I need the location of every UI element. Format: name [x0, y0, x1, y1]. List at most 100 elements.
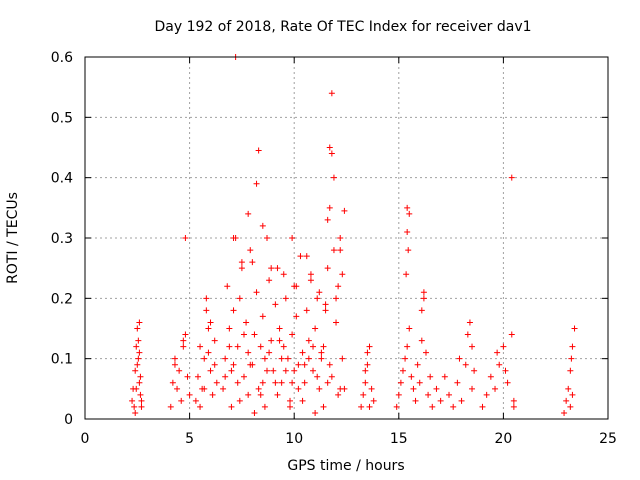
- data-point: [274, 391, 281, 398]
- data-point: [134, 325, 141, 332]
- data-point: [293, 283, 300, 290]
- y-tick-label: 0.1: [51, 352, 73, 368]
- data-point: [245, 210, 252, 217]
- data-point: [420, 289, 427, 296]
- data-point: [266, 277, 273, 284]
- data-point: [337, 247, 344, 254]
- data-point: [274, 265, 281, 272]
- data-point: [569, 391, 576, 398]
- y-tick-label: 0.3: [51, 231, 73, 247]
- data-point: [184, 373, 191, 380]
- data-point: [180, 337, 187, 344]
- data-point: [335, 283, 342, 290]
- chart-title: Day 192 of 2018, Rate Of TEC Index for r…: [154, 19, 531, 35]
- data-point: [136, 319, 143, 326]
- plot-frame: [84, 56, 609, 420]
- data-point: [259, 313, 266, 320]
- data-point: [328, 90, 335, 97]
- data-point: [213, 379, 220, 386]
- data-point: [420, 295, 427, 302]
- data-point: [171, 355, 178, 362]
- data-point: [257, 343, 264, 350]
- data-point: [228, 403, 235, 410]
- data-point: [222, 355, 229, 362]
- data-point: [500, 343, 507, 350]
- data-point: [471, 367, 478, 374]
- data-point: [230, 235, 237, 241]
- data-point: [211, 337, 218, 344]
- x-tick-labels: 0 5 10 15 20 25: [81, 431, 617, 447]
- data-point: [406, 325, 413, 332]
- data-point: [259, 222, 266, 229]
- data-point: [282, 295, 289, 302]
- data-point: [397, 379, 404, 386]
- data-point: [303, 307, 310, 314]
- data-point: [565, 385, 572, 392]
- data-point: [178, 397, 185, 404]
- data-point: [276, 325, 283, 332]
- data-point: [278, 379, 285, 386]
- data-point: [437, 397, 444, 404]
- data-point: [339, 271, 346, 278]
- y-tick-label: 0: [64, 412, 73, 428]
- data-point: [496, 361, 503, 368]
- data-point: [571, 325, 578, 332]
- data-point: [433, 385, 440, 392]
- data-point: [174, 385, 181, 392]
- data-point: [236, 397, 243, 404]
- data-point: [135, 355, 142, 362]
- data-point: [293, 313, 300, 320]
- data-point: [399, 367, 406, 374]
- data-point: [301, 361, 308, 368]
- data-point: [366, 403, 373, 410]
- x-tick-label: 25: [599, 431, 617, 447]
- data-point: [310, 343, 317, 350]
- data-point: [324, 265, 331, 272]
- data-point: [203, 307, 210, 314]
- data-point: [182, 235, 189, 241]
- data-point: [180, 343, 187, 350]
- data-point: [243, 319, 250, 326]
- data-point: [305, 337, 312, 344]
- data-point: [169, 379, 176, 386]
- data-point: [464, 331, 471, 338]
- data-point: [418, 307, 425, 314]
- data-point: [186, 391, 193, 398]
- x-tick-label: 5: [185, 431, 194, 447]
- data-points: [129, 54, 578, 416]
- data-point: [176, 367, 183, 374]
- data-point: [136, 349, 143, 356]
- data-point: [297, 253, 304, 260]
- data-point: [234, 343, 241, 350]
- data-point: [209, 391, 216, 398]
- data-point: [132, 409, 139, 416]
- data-point: [318, 349, 325, 356]
- data-point: [255, 385, 262, 392]
- data-point: [238, 259, 245, 266]
- data-point: [370, 397, 377, 404]
- data-point: [469, 385, 476, 392]
- data-point: [272, 301, 279, 308]
- data-point: [362, 367, 369, 374]
- x-tick-label: 20: [494, 431, 512, 447]
- data-point: [135, 337, 142, 344]
- data-point: [504, 379, 511, 386]
- data-point: [316, 385, 323, 392]
- data-point: [561, 409, 568, 416]
- data-point: [240, 373, 247, 380]
- data-point: [322, 307, 329, 314]
- data-point: [508, 174, 515, 181]
- y-tick-label: 0.5: [51, 110, 73, 126]
- data-point: [299, 349, 306, 356]
- data-point: [228, 367, 235, 374]
- data-point: [320, 403, 327, 410]
- data-point: [395, 391, 402, 398]
- data-point: [458, 397, 465, 404]
- y-tick-labels: 0 0.1 0.2 0.3 0.4 0.5 0.6: [51, 50, 73, 428]
- data-point: [454, 379, 461, 386]
- data-point: [364, 361, 371, 368]
- data-point: [197, 343, 204, 350]
- data-point: [427, 373, 434, 380]
- y-tick-label: 0.6: [51, 50, 73, 66]
- data-point: [280, 343, 287, 350]
